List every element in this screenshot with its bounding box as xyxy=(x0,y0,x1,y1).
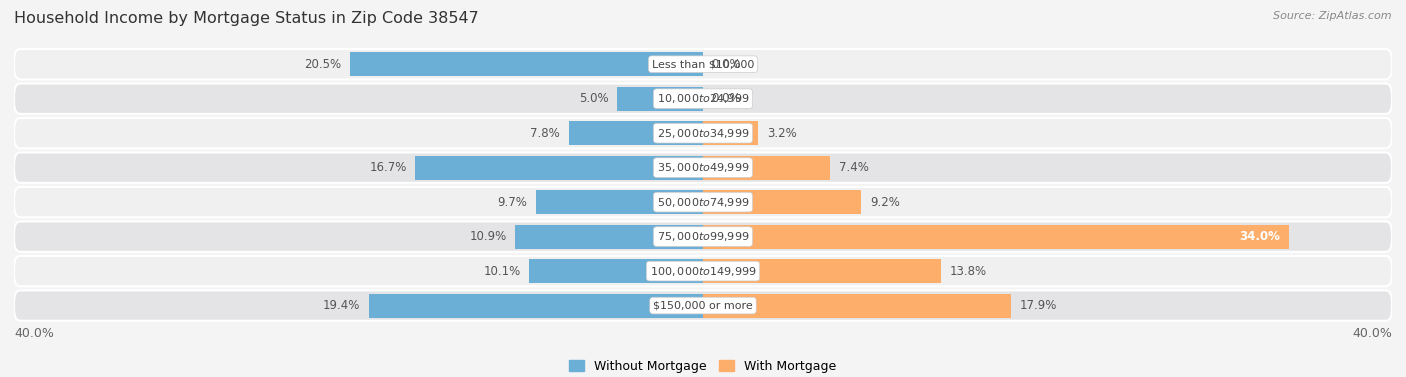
Bar xyxy=(529,259,703,283)
Text: $10,000 to $24,999: $10,000 to $24,999 xyxy=(657,92,749,105)
Text: $35,000 to $49,999: $35,000 to $49,999 xyxy=(657,161,749,174)
Text: 17.9%: 17.9% xyxy=(1019,299,1057,312)
Bar xyxy=(350,52,703,76)
Text: 9.2%: 9.2% xyxy=(870,196,900,208)
Text: 40.0%: 40.0% xyxy=(14,327,53,340)
Text: 16.7%: 16.7% xyxy=(370,161,406,174)
Text: 7.4%: 7.4% xyxy=(839,161,869,174)
Bar xyxy=(515,225,703,249)
Text: Less than $10,000: Less than $10,000 xyxy=(652,59,754,69)
Bar xyxy=(703,294,1011,318)
Text: 40.0%: 40.0% xyxy=(1353,327,1392,340)
Bar xyxy=(703,190,862,214)
FancyBboxPatch shape xyxy=(14,256,1392,286)
FancyBboxPatch shape xyxy=(14,187,1392,217)
FancyBboxPatch shape xyxy=(14,290,1392,321)
FancyBboxPatch shape xyxy=(14,221,1392,252)
Bar xyxy=(415,156,703,180)
Text: $75,000 to $99,999: $75,000 to $99,999 xyxy=(657,230,749,243)
FancyBboxPatch shape xyxy=(14,152,1392,183)
Text: 9.7%: 9.7% xyxy=(498,196,527,208)
Text: 13.8%: 13.8% xyxy=(949,265,987,277)
Text: 3.2%: 3.2% xyxy=(766,127,796,139)
Bar xyxy=(536,190,703,214)
Text: 34.0%: 34.0% xyxy=(1239,230,1279,243)
Text: $100,000 to $149,999: $100,000 to $149,999 xyxy=(650,265,756,277)
FancyBboxPatch shape xyxy=(14,84,1392,114)
Text: $25,000 to $34,999: $25,000 to $34,999 xyxy=(657,127,749,139)
Text: 0.0%: 0.0% xyxy=(711,58,741,71)
Bar xyxy=(617,87,703,111)
Bar xyxy=(703,121,758,145)
Bar xyxy=(568,121,703,145)
Text: Household Income by Mortgage Status in Zip Code 38547: Household Income by Mortgage Status in Z… xyxy=(14,11,479,26)
Text: 19.4%: 19.4% xyxy=(323,299,360,312)
Bar xyxy=(703,259,941,283)
Text: 5.0%: 5.0% xyxy=(579,92,609,105)
Text: Source: ZipAtlas.com: Source: ZipAtlas.com xyxy=(1274,11,1392,21)
Bar xyxy=(368,294,703,318)
FancyBboxPatch shape xyxy=(14,118,1392,148)
Text: 7.8%: 7.8% xyxy=(530,127,560,139)
Text: $150,000 or more: $150,000 or more xyxy=(654,300,752,311)
Text: 10.1%: 10.1% xyxy=(484,265,520,277)
Bar xyxy=(703,225,1289,249)
FancyBboxPatch shape xyxy=(14,49,1392,80)
Text: 10.9%: 10.9% xyxy=(470,230,506,243)
Text: $50,000 to $74,999: $50,000 to $74,999 xyxy=(657,196,749,208)
Bar xyxy=(703,156,831,180)
Text: 20.5%: 20.5% xyxy=(304,58,342,71)
Legend: Without Mortgage, With Mortgage: Without Mortgage, With Mortgage xyxy=(569,360,837,372)
Text: 0.0%: 0.0% xyxy=(711,92,741,105)
